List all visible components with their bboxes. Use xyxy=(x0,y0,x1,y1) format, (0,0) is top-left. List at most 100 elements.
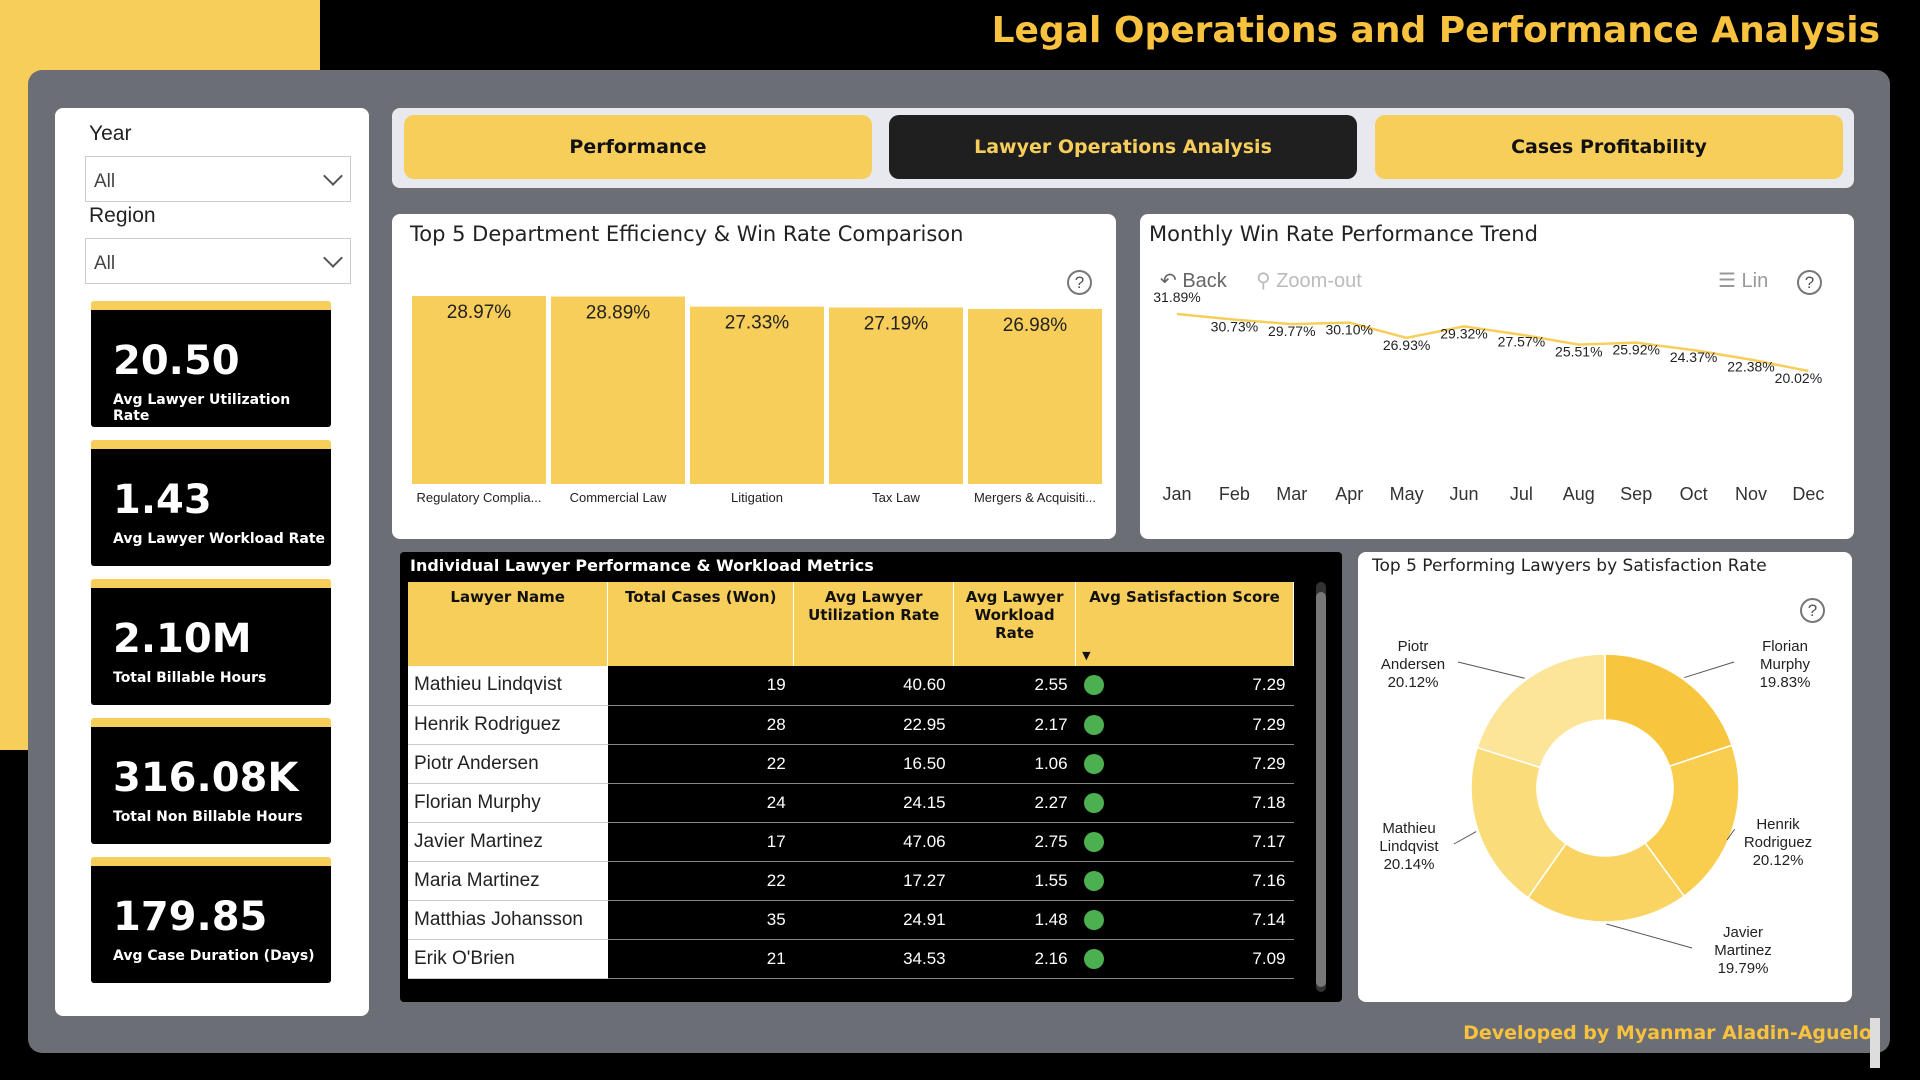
leader-line xyxy=(1457,661,1525,679)
numeric-cell: 22 xyxy=(607,861,794,901)
chart-title: Monthly Win Rate Performance Trend xyxy=(1149,222,1538,246)
satisfaction-cell: 7.18 xyxy=(1075,783,1294,823)
status-dot-icon xyxy=(1083,948,1104,969)
table-row[interactable]: Erik O'Brien 21 34.53 2.16 7.09 xyxy=(408,939,1294,979)
numeric-cell: 19 xyxy=(607,666,794,706)
top-lawyers-satisfaction-chart: Top 5 Performing Lawyers by Satisfaction… xyxy=(1358,552,1852,1002)
kpi-value: 2.10M xyxy=(113,616,252,662)
page-navigation: Performance Lawyer Operations Analysis C… xyxy=(392,108,1854,188)
donut-slice xyxy=(1604,653,1733,768)
lawyer-name-cell: Piotr Andersen xyxy=(408,744,608,784)
x-tick-label: Dec xyxy=(1792,484,1824,504)
x-tick-label: Mar xyxy=(1276,484,1307,504)
help-icon[interactable]: ? xyxy=(1800,598,1825,623)
point-data-label: 24.37% xyxy=(1670,349,1717,365)
lin-label: Lin xyxy=(1741,270,1769,292)
chevron-down-icon xyxy=(323,248,343,268)
table-row[interactable]: Mathieu Lindqvist 19 40.60 2.55 7.29 xyxy=(408,666,1294,706)
point-data-label: 30.10% xyxy=(1325,322,1372,338)
donut-slice xyxy=(1644,744,1740,898)
kpi-card-workload: 1.43 Avg Lawyer Workload Rate xyxy=(91,440,331,566)
x-tick-label: Jun xyxy=(1449,484,1478,504)
kpi-value: 20.50 xyxy=(113,338,240,384)
scrollbar-thumb[interactable] xyxy=(1316,592,1326,987)
column-header-workload[interactable]: Avg Lawyer Workload Rate xyxy=(953,582,1077,666)
bar-data-label: 28.89% xyxy=(586,303,651,324)
bar xyxy=(690,306,824,484)
tab-cases-profitability[interactable]: Cases Profitability xyxy=(1375,115,1843,179)
column-header-label: Avg Satisfaction Score xyxy=(1089,588,1280,606)
donut-chart-svg xyxy=(1453,653,1740,949)
column-header-utilization[interactable]: Avg Lawyer Utilization Rate xyxy=(793,582,955,666)
numeric-cell: 24 xyxy=(607,783,794,823)
satisfaction-value: 7.16 xyxy=(1252,870,1286,890)
line-chart-svg: 31.89% Jan 30.73% Feb 29.77% Mar 30.10% Apr 26.9… xyxy=(1153,289,1824,504)
table-row[interactable]: Piotr Andersen 22 16.50 1.06 7.29 xyxy=(408,744,1294,784)
help-icon[interactable]: ? xyxy=(1797,270,1822,295)
table-row[interactable]: Maria Martinez 22 17.27 1.55 7.16 xyxy=(408,861,1294,901)
lawyer-name-cell: Erik O'Brien xyxy=(408,939,608,979)
kpi-label: Avg Lawyer Workload Rate xyxy=(113,531,326,547)
table-row[interactable]: Matthias Johansson 35 24.91 1.48 7.14 xyxy=(408,900,1294,940)
kpi-label: Avg Case Duration (Days) xyxy=(113,948,315,964)
leader-line xyxy=(1453,831,1477,845)
tab-performance[interactable]: Performance xyxy=(404,115,872,179)
region-dropdown[interactable]: All xyxy=(85,238,351,284)
status-dot-icon xyxy=(1083,870,1104,891)
numeric-cell: 47.06 xyxy=(793,822,954,862)
zoom-out-icon: ⚲ xyxy=(1256,270,1271,292)
help-icon[interactable]: ? xyxy=(1067,270,1092,295)
kpi-card-case-duration: 179.85 Avg Case Duration (Days) xyxy=(91,857,331,983)
slice-label-line: Murphy xyxy=(1759,656,1811,673)
kpi-card-billable-hours: 2.10M Total Billable Hours xyxy=(91,579,331,705)
kpi-card-utilization: 20.50 Avg Lawyer Utilization Rate xyxy=(91,301,331,427)
back-arrow-icon: ↶ xyxy=(1160,270,1177,292)
numeric-cell: 1.55 xyxy=(953,861,1076,901)
slice-label-line: 19.83% xyxy=(1759,674,1811,691)
column-header-lawyer-name[interactable]: Lawyer Name xyxy=(408,582,609,666)
numeric-cell: 16.50 xyxy=(793,744,954,784)
region-filter-label: Region xyxy=(89,204,156,227)
zoom-out-button[interactable]: ⚲ Zoom-out xyxy=(1256,268,1362,293)
bar xyxy=(551,296,685,484)
satisfaction-cell: 7.29 xyxy=(1075,666,1294,706)
kpi-value: 1.43 xyxy=(113,477,212,523)
table-scrollbar[interactable] xyxy=(1316,582,1326,992)
x-tick-label: Oct xyxy=(1680,484,1708,504)
numeric-cell: 2.16 xyxy=(953,939,1076,979)
column-header-satisfaction[interactable]: Avg Satisfaction Score ▼ xyxy=(1075,582,1294,666)
year-dropdown-value: All xyxy=(94,171,116,192)
bar-data-label: 28.97% xyxy=(447,302,512,323)
table-row[interactable]: Javier Martinez 17 47.06 2.75 7.17 xyxy=(408,822,1294,862)
slice-label: Piotr Andersen 20.12% xyxy=(1368,638,1458,692)
year-dropdown[interactable]: All xyxy=(85,156,351,202)
point-data-label: 29.32% xyxy=(1440,325,1487,341)
slice-label-line: 19.79% xyxy=(1717,960,1769,977)
slice-label: Mathieu Lindqvist 20.14% xyxy=(1364,820,1454,874)
satisfaction-cell: 7.09 xyxy=(1075,939,1294,979)
tab-lawyer-operations-analysis[interactable]: Lawyer Operations Analysis xyxy=(889,115,1357,179)
linear-scale-toggle[interactable]: ☰ Lin xyxy=(1718,268,1768,293)
donut-slice xyxy=(1470,746,1567,899)
slice-label-line: Mathieu xyxy=(1382,820,1436,837)
table-row[interactable]: Henrik Rodriguez 28 22.95 2.17 7.29 xyxy=(408,705,1294,745)
lawyer-metrics-table: Lawyer Name Total Cases (Won) Avg Lawyer… xyxy=(408,582,1294,979)
table-row[interactable]: Florian Murphy 24 24.15 2.27 7.18 xyxy=(408,783,1294,823)
numeric-cell: 2.27 xyxy=(953,783,1076,823)
table-title: Individual Lawyer Performance & Workload… xyxy=(410,556,874,575)
slice-label-line: Lindqvist xyxy=(1379,838,1439,855)
satisfaction-value: 7.17 xyxy=(1252,831,1286,851)
satisfaction-cell: 7.14 xyxy=(1075,900,1294,940)
slice-label-line: Javier xyxy=(1722,924,1763,941)
category-label: Litigation xyxy=(731,490,783,505)
numeric-cell: 28 xyxy=(607,705,794,745)
status-dot-icon xyxy=(1083,753,1104,774)
slice-label-line: 20.12% xyxy=(1387,674,1439,691)
lawyer-name-cell: Matthias Johansson xyxy=(408,900,608,940)
lawyer-name-cell: Maria Martinez xyxy=(408,861,608,901)
column-header-total-cases[interactable]: Total Cases (Won) xyxy=(607,582,795,666)
page-title: Legal Operations and Performance Analysi… xyxy=(991,10,1880,51)
zoom-out-label: Zoom-out xyxy=(1276,270,1362,292)
back-button[interactable]: ↶ Back xyxy=(1160,268,1227,293)
lawyer-metrics-table-panel: Individual Lawyer Performance & Workload… xyxy=(400,552,1342,1002)
